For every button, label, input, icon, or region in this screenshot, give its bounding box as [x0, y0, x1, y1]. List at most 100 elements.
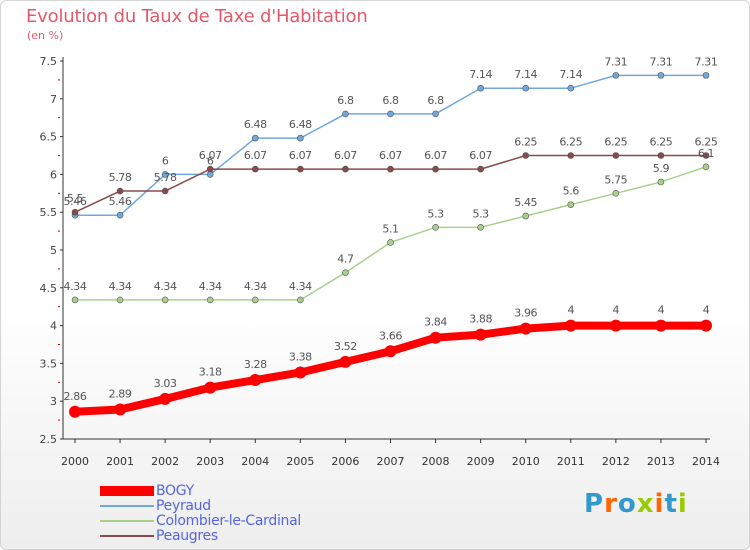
- data-label: 4.7: [337, 253, 354, 266]
- data-point: [474, 328, 487, 341]
- brand-letter: i: [677, 489, 688, 519]
- data-point: [567, 201, 575, 208]
- x-tick-label: 2004: [241, 455, 269, 468]
- data-label: 7.14: [469, 68, 492, 81]
- x-tick-label: 2008: [422, 455, 450, 468]
- line-chart: 2.5 3 3.5 4 4.5 5 5.5 6 6.5 7 7.5 2000 2001 2002 2003 2…: [40, 55, 721, 468]
- data-point: [161, 187, 169, 195]
- data-point: [702, 163, 710, 171]
- data-label: 3.66: [379, 329, 402, 342]
- x-tick-label: 2010: [512, 455, 540, 468]
- data-label: 5.45: [514, 196, 537, 209]
- data-label: 6.25: [559, 136, 582, 149]
- data-point: [387, 239, 394, 246]
- x-tick-label: 2013: [647, 455, 675, 468]
- data-label: 6: [162, 154, 169, 167]
- data-label: 4: [658, 304, 665, 317]
- data-label: 5.46: [109, 195, 132, 208]
- data-label: 6.07: [289, 149, 312, 162]
- data-point: [251, 134, 259, 142]
- brand-letter: r: [604, 489, 618, 519]
- brand-letter: x: [636, 489, 655, 519]
- data-label: 5.9: [653, 162, 670, 175]
- data-label: 6.8: [382, 94, 399, 107]
- data-point: [612, 152, 620, 159]
- y-tick-label: 6.5: [40, 131, 58, 144]
- data-point: [297, 134, 304, 142]
- data-label: 5.78: [154, 171, 177, 184]
- data-label: 4.34: [199, 280, 222, 293]
- data-point: [654, 319, 667, 332]
- x-tick-label: 2014: [692, 455, 720, 468]
- y-tick-label: 5.5: [40, 206, 58, 219]
- data-point: [564, 319, 577, 332]
- data-label: 3.96: [514, 307, 537, 320]
- data-point: [297, 296, 304, 304]
- legend-label: Peaugres: [156, 528, 218, 544]
- data-label: 7.14: [559, 68, 582, 81]
- brand-logo: Proxiti: [584, 489, 688, 519]
- x-tick-label: 2011: [557, 455, 585, 468]
- data-point: [342, 269, 349, 276]
- data-label: 6.48: [289, 118, 312, 131]
- data-point: [116, 211, 124, 219]
- data-point: [612, 190, 620, 197]
- data-label: 4.34: [289, 280, 312, 293]
- legend-label: Colombier-le-Cardinal: [156, 513, 301, 529]
- data-label: 5.1: [382, 222, 398, 235]
- data-label: 7.14: [514, 68, 537, 81]
- data-point: [294, 366, 307, 379]
- data-point: [522, 212, 530, 220]
- brand-letter: o: [617, 489, 637, 519]
- data-label: 5.75: [604, 173, 627, 186]
- data-point: [71, 296, 79, 304]
- data-label: 5.6: [563, 185, 580, 198]
- data-label: 6.25: [649, 136, 672, 149]
- data-label: 3.38: [289, 350, 312, 363]
- data-point: [519, 322, 532, 335]
- data-label: 4.34: [244, 280, 267, 293]
- data-point: [432, 165, 439, 173]
- data-label: 3.52: [334, 340, 357, 353]
- chart-title: Evolution du Taux de Taxe d'Habitation: [26, 6, 368, 27]
- data-label: 6.07: [469, 149, 492, 162]
- data-point: [429, 331, 442, 344]
- data-label: 6: [207, 154, 214, 167]
- data-point: [702, 152, 710, 159]
- data-label: 2.86: [64, 390, 87, 403]
- data-point: [477, 165, 484, 173]
- data-point: [522, 84, 530, 92]
- data-label: 6.1: [698, 147, 714, 160]
- y-tick-label: 7.5: [40, 55, 58, 68]
- x-tick-label: 2001: [106, 455, 134, 468]
- x-tick-label: 2005: [286, 455, 314, 468]
- data-point: [432, 224, 439, 231]
- data-point: [477, 224, 484, 231]
- data-label: 6.07: [379, 149, 402, 162]
- data-point: [700, 319, 712, 332]
- data-label: 6.25: [604, 136, 627, 149]
- data-point: [251, 296, 259, 304]
- legend-swatch: [100, 505, 154, 507]
- data-label: 7.31: [695, 55, 718, 68]
- data-point: [702, 72, 710, 79]
- data-point: [477, 84, 484, 92]
- data-point: [251, 165, 259, 173]
- data-point: [249, 374, 262, 387]
- data-label: 5.46: [64, 195, 87, 208]
- data-label: 3.28: [244, 358, 267, 371]
- data-point: [612, 72, 620, 79]
- data-point: [206, 296, 214, 304]
- data-point: [114, 403, 127, 416]
- data-label: 3.84: [424, 316, 447, 329]
- data-point: [204, 381, 217, 394]
- x-tick-label: 2009: [467, 455, 495, 468]
- data-label: 4.34: [109, 280, 132, 293]
- y-tick-label: 6: [50, 168, 57, 181]
- data-label: 6.07: [334, 149, 357, 162]
- x-tick-label: 2002: [151, 455, 179, 468]
- x-tick-label: 2003: [196, 455, 224, 468]
- unit-label: (en %): [27, 29, 64, 42]
- data-label: 4.34: [64, 280, 87, 293]
